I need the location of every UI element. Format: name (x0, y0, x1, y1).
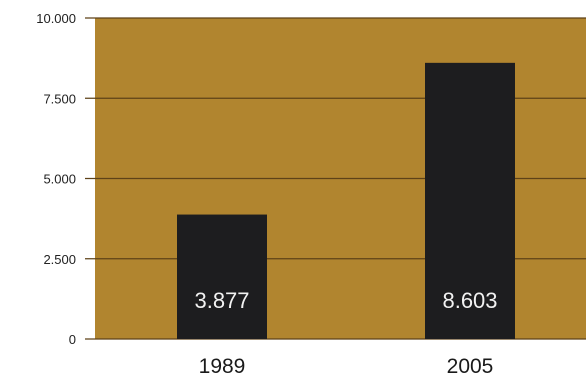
x-tick-label-2005: 2005 (447, 355, 494, 378)
x-axis: 1989 2005 (199, 355, 494, 378)
y-tick-label: 2.500 (43, 252, 76, 267)
y-tick-label: 5.000 (43, 172, 76, 187)
bars: 3.877 8.603 (177, 62, 515, 340)
y-tick-label: 10.000 (36, 11, 76, 26)
data-label-2005: 8.603 (442, 288, 497, 313)
y-tick-label: 7.500 (43, 91, 76, 106)
y-axis: 0 2.500 5.000 7.500 10.000 (36, 11, 76, 347)
bar-1989 (177, 214, 267, 339)
bar-2005 (425, 62, 515, 340)
data-label-1989: 3.877 (194, 288, 249, 313)
x-tick-label-1989: 1989 (199, 355, 246, 378)
y-tick-label: 0 (69, 332, 76, 347)
